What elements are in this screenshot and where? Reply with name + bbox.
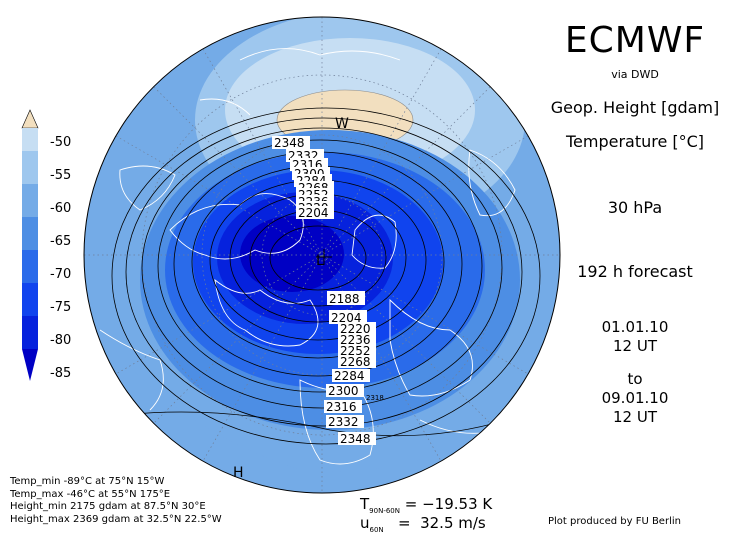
temperature-anomaly-line: T90N-60N = −19.53 K (360, 495, 492, 515)
legend-label: -70 (50, 267, 72, 282)
contour-labels-top: 2348 2332 2316 2300 2284 2268 2252 2236 … (272, 136, 334, 220)
init-date-text: 01.01.10 (601, 318, 669, 336)
u-value: = 32.5 m/s (397, 514, 486, 532)
t-subscript: 90N-60N (369, 507, 400, 515)
source-label: via DWD (611, 68, 659, 81)
legend-label: -80 (50, 333, 72, 348)
title-ecmwf: ECMWF (564, 20, 706, 61)
contour-label: 2236 (340, 333, 371, 347)
contour-label: 2300 (328, 384, 359, 398)
contour-label: 2204 (298, 206, 329, 220)
latitude-circle (141, 74, 503, 436)
high-marker: H (233, 465, 244, 481)
legend-label: -50 (50, 135, 72, 150)
legend-label: -75 (50, 300, 72, 315)
t-value: = −19.53 K (404, 495, 493, 513)
legend-swatch (22, 217, 38, 250)
contour-label: 2220 (340, 322, 371, 336)
contour-label: 2268 (340, 355, 371, 369)
pole-cross (316, 249, 332, 265)
temp-max-text: Temp_max -46°C at 55°N 175°E (10, 488, 171, 500)
contour-label: 2252 (340, 344, 371, 358)
legend-colorbar (21, 109, 39, 381)
temp-region-coldest (240, 216, 344, 292)
legend-cap-bottom (22, 349, 38, 381)
contour-label: 2332 (328, 415, 359, 429)
legend-swatch (22, 184, 38, 217)
to-label: to (627, 370, 643, 388)
contour-label-small: 2318 (366, 394, 384, 402)
legend-swatch (22, 250, 38, 283)
param-height-label: Geop. Height [gdam] (550, 98, 720, 117)
legend-label: -85 (50, 366, 72, 381)
credit-text: Plot produced by FU Berlin (548, 516, 681, 527)
forecast-hours-label: 192 h forecast (577, 262, 693, 281)
contour-label: 2284 (334, 369, 365, 383)
meridian-lines (84, 17, 560, 493)
map-border (83, 16, 561, 494)
legend-swatch (22, 151, 38, 184)
legend-label: -55 (50, 168, 72, 183)
contour-label: 2188 (329, 292, 360, 306)
t-symbol: T (360, 495, 370, 513)
latitude-circle (201, 134, 443, 376)
low-marker: L (316, 253, 324, 269)
pressure-level-label: 30 hPa (607, 198, 663, 217)
legend-swatch (22, 316, 38, 349)
u-subscript: 60N (369, 526, 384, 534)
valid-time: 09.01.10 12 UT (540, 389, 730, 427)
legend-swatch (22, 128, 38, 151)
temp-region-65-south (84, 300, 560, 480)
init-time-text: 12 UT (613, 337, 657, 355)
height-min-text: Height_min 2175 gdam at 87.5°N 30°E (10, 501, 206, 512)
legend-label: -65 (50, 234, 72, 249)
temperature-field (84, 17, 560, 493)
valid-date-text: 09.01.10 (601, 389, 669, 407)
init-time: 01.01.10 12 UT (540, 318, 730, 356)
contour-label: 2204 (331, 311, 362, 325)
u-symbol: u (360, 514, 370, 532)
contour-label: 2348 (274, 136, 305, 150)
temp-min-text: Temp_min -89°C at 75°N 15°W (10, 476, 165, 487)
coastlines (99, 48, 516, 471)
valid-time-text: 12 UT (613, 408, 657, 426)
legend-label: -60 (50, 201, 72, 216)
zonal-wind-line: u60N = 32.5 m/s (360, 514, 486, 534)
legend-cap-top (21, 109, 39, 129)
contour-label: 2316 (326, 400, 357, 414)
stats-block: Temp_min -89°C at 75°N 15°W Temp_max -46°… (10, 476, 222, 526)
param-temperature-label: Temperature [°C] (565, 132, 705, 151)
warm-marker: W (335, 116, 349, 132)
contour-label: 2348 (340, 432, 371, 446)
height-max-text: Height_max 2369 gdam at 32.5°N 22.5°W (10, 513, 222, 525)
contour-labels-bottom: 2188 2204 2220 2236 2252 2268 2284 2300 … (324, 291, 384, 446)
legend-swatch (22, 283, 38, 316)
